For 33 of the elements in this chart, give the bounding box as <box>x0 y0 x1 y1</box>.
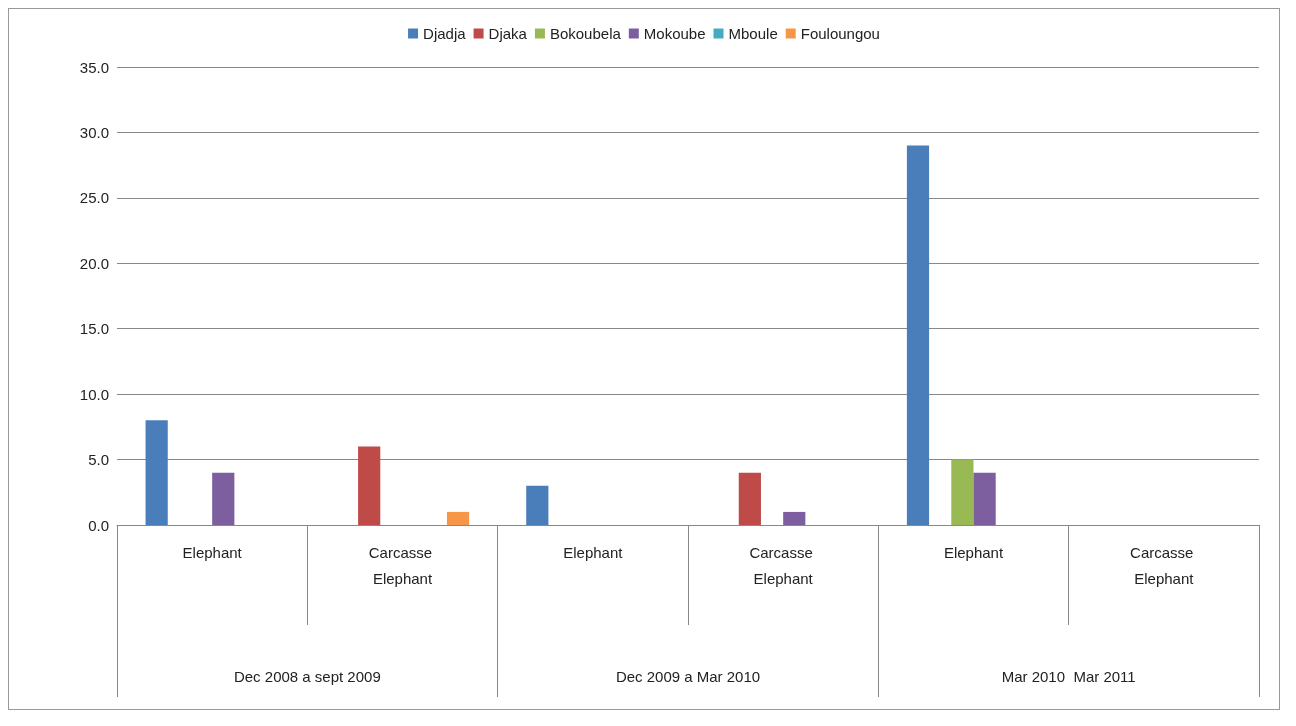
text: Mar 2010 Mar 2011 <box>1001 668 1136 685</box>
legend-label: Bokoubela <box>549 25 622 42</box>
bar <box>951 459 974 525</box>
x-tick-label: Carcasse Elephant <box>1130 543 1198 587</box>
bar <box>446 511 470 525</box>
y-tick-label: 0.0 <box>88 516 109 534</box>
legend-label: Mboule <box>728 25 778 42</box>
legend-label: Mokoube <box>643 25 706 42</box>
bar <box>526 485 549 525</box>
text: Dec 2008 a sept 2009 <box>233 668 381 685</box>
bar <box>212 472 235 525</box>
y-tick-label: 20.0 <box>79 254 109 272</box>
y-tick-label: 25.0 <box>79 189 109 207</box>
bar <box>738 472 761 525</box>
y-tick-label: 15.0 <box>79 320 109 338</box>
y-tick-label: 35.0 <box>79 58 109 76</box>
bar <box>906 145 930 525</box>
x-tick-label: Elephant <box>563 543 624 561</box>
x-tick-label: Carcasse Elephant <box>749 543 817 587</box>
x-tick-label: Elephant <box>943 543 1004 561</box>
legend-label: Djaka <box>488 25 528 42</box>
y-tick-label: 5.0 <box>88 451 109 469</box>
y-tick-label: 30.0 <box>79 123 109 141</box>
bar <box>783 511 806 525</box>
x-tick-label: Carcasse Elephant <box>368 543 437 587</box>
bar <box>973 472 996 525</box>
y-tick-label: 10.0 <box>79 385 109 403</box>
text: Dec 2009 a Mar 2010 <box>615 668 761 685</box>
x-tick-label: Elephant <box>182 543 243 561</box>
bar <box>145 420 168 525</box>
legend-label: Fouloungou <box>800 25 880 42</box>
legend-label: Djadja <box>423 25 467 42</box>
bar <box>358 446 381 525</box>
